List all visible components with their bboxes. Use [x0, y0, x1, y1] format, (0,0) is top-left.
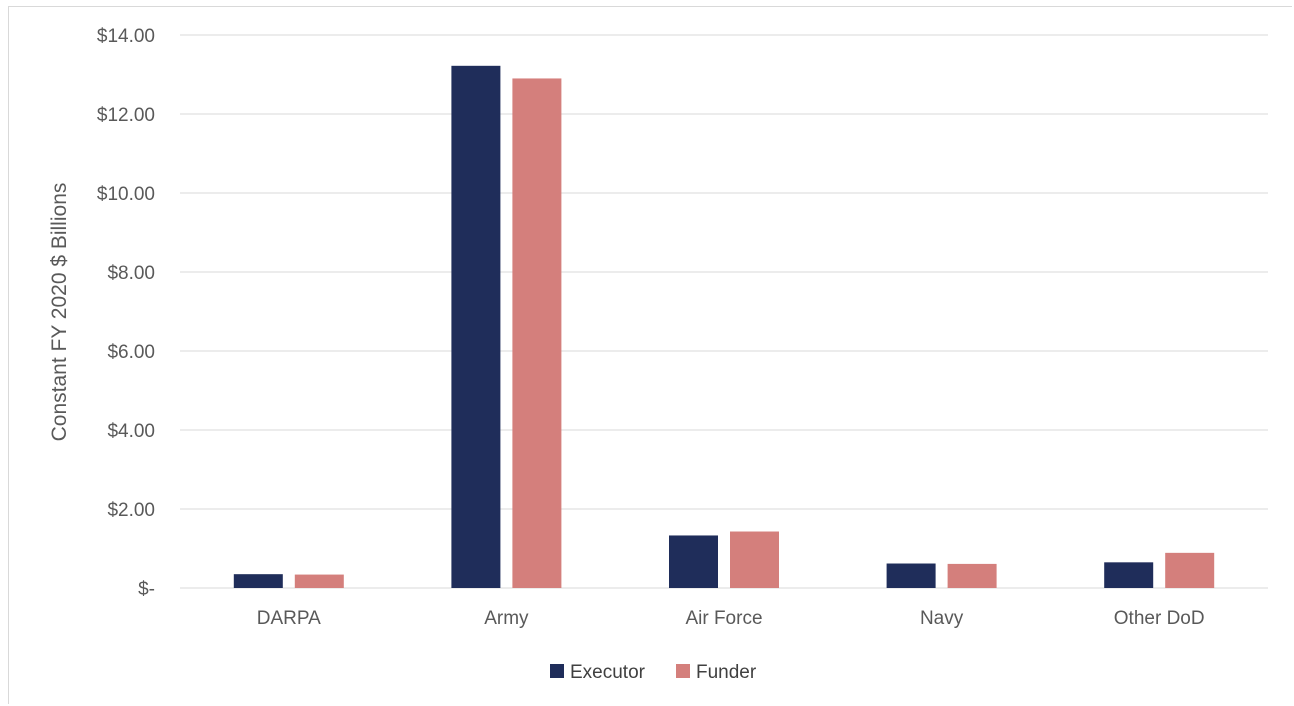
y-tick-labels: $- $2.00 $4.00 $6.00 $8.00 $10.00 $12.00 $14.00 — [97, 26, 155, 600]
category-labels: DARPA Army Air Force Navy Other DoD — [257, 608, 1205, 629]
chart-frame — [8, 6, 1292, 704]
category-label: Other DoD — [1114, 608, 1205, 629]
bar-funder-air-force — [730, 531, 779, 588]
legend-swatch-executor — [550, 664, 564, 678]
y-tick-label: $6.00 — [107, 342, 155, 363]
bar-funder-navy — [947, 563, 997, 588]
category-label: Army — [484, 608, 529, 629]
y-axis-title: Constant FY 2020 $ Billions — [48, 183, 71, 442]
bar-funder-army — [512, 78, 562, 588]
bars — [233, 65, 1215, 588]
category-label: Navy — [920, 608, 964, 629]
y-tick-label: $12.00 — [97, 105, 155, 126]
bar-funder-darpa — [294, 574, 344, 588]
category-label: Air Force — [685, 608, 762, 629]
legend-label-funder: Funder — [696, 662, 757, 683]
y-tick-label: $14.00 — [97, 26, 155, 47]
y-tick-label: $2.00 — [107, 500, 155, 521]
y-tick-label: $4.00 — [107, 421, 155, 442]
bar-executor-navy — [886, 563, 936, 588]
y-tick-label: $8.00 — [107, 263, 155, 284]
bar-executor-other-dod — [1104, 562, 1154, 588]
y-tick-label: $10.00 — [97, 184, 155, 205]
legend: Executor Funder — [550, 662, 757, 683]
y-tick-label: $- — [138, 579, 155, 600]
category-label: DARPA — [257, 608, 321, 629]
bar-executor-air-force — [669, 535, 718, 588]
gridlines — [180, 34, 1268, 589]
legend-label-executor: Executor — [570, 662, 646, 683]
bar-executor-army — [451, 65, 501, 588]
legend-swatch-funder — [676, 664, 690, 678]
bar-funder-other-dod — [1165, 552, 1215, 588]
bar-executor-darpa — [233, 574, 283, 588]
